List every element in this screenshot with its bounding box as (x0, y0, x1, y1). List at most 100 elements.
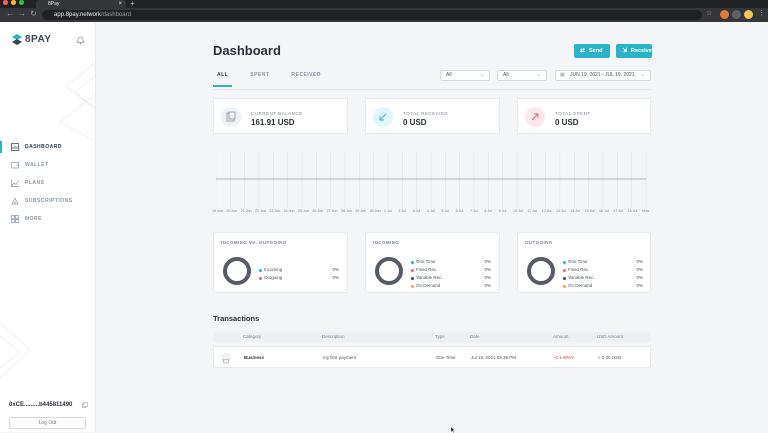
incoming-card: INCOMING One Time 0% Fixed Rec. 0% Variabl… (365, 232, 500, 293)
mouse-cursor-icon (451, 427, 456, 433)
send-button[interactable]: ⇄ Send (574, 44, 610, 58)
reload-icon[interactable]: ↻ (30, 9, 37, 18)
bell-icon[interactable] (76, 35, 85, 45)
tab-received[interactable]: RECEIVED (291, 72, 321, 78)
column-header[interactable]: USD Amount (597, 334, 624, 339)
receive-label: Receive (631, 48, 652, 54)
minimize-window-button[interactable] (11, 0, 16, 5)
legend-item-incoming: Incoming 0% (259, 266, 339, 274)
sidebar-item-label: SUBSCRIPTIONS (25, 198, 73, 204)
brand-name: 8PAY (25, 34, 52, 45)
incoming-vs-outgoing-card: INCOMING VS. OUTGOING Incoming 0% Outgoin… (213, 232, 348, 293)
column-header[interactable]: Category (243, 334, 262, 339)
filter-select-2-value: All (503, 72, 509, 78)
browser-menu-icon[interactable]: ⋮ (758, 10, 765, 17)
current-balance-label: CURRENT BALANCE (251, 111, 303, 116)
receive-icon: ⇲ (622, 48, 628, 54)
filter-select-2[interactable]: All ⌄ (497, 70, 547, 81)
legend-item-on-demand: On Demand 0% (563, 282, 643, 290)
subscriptions-icon (11, 197, 19, 205)
filter-tabs: ALL SPENT RECEIVED (213, 72, 325, 87)
column-header[interactable]: Type (435, 334, 445, 339)
table-row[interactable]: Business my first payment One Time Jul 1… (213, 346, 651, 368)
x-tick-label: 2 Jul (398, 209, 406, 213)
sidebar-item-more[interactable]: MORE (0, 210, 95, 228)
tx-amount: -0.1 8PAY (554, 355, 574, 360)
extensions-puzzle-icon[interactable] (732, 10, 741, 19)
profile-avatar[interactable] (744, 10, 753, 19)
tab-spent[interactable]: SPENT (250, 72, 270, 78)
address-bar[interactable]: app.8pay.network/dashboard (42, 10, 702, 20)
tab-close-icon[interactable]: × (118, 1, 122, 7)
x-tick-label: 4 Jul (427, 209, 435, 213)
x-tick-label: 16 Jul (599, 209, 609, 213)
total-spent-value: 0 USD (555, 118, 579, 127)
browser-tab[interactable]: 8Pay × (36, 0, 126, 8)
receive-button[interactable]: ⇲ Receive (616, 44, 652, 58)
x-tick-label: 6 Jul (455, 209, 464, 213)
main-content: Dashboard ⇄ Send ⇲ Receive ALL SPENT REC… (96, 22, 768, 432)
summary-legend: One Time 0% Fixed Rec. 0% Variable Rec. 0% … (563, 258, 643, 290)
x-tick-label: 11 Jul (527, 209, 537, 213)
extension-fox-icon[interactable] (720, 10, 729, 19)
send-icon: ⇄ (580, 48, 586, 54)
x-tick-label: 18 Jul (627, 209, 638, 213)
legend-item-variable-rec: Variable Rec. 0% (563, 274, 643, 282)
close-window-button[interactable] (3, 0, 8, 5)
legend-item-fixed-rec: Fixed Rec. 0% (563, 266, 643, 274)
sidebar-item-subscriptions[interactable]: SUBSCRIPTIONS (0, 192, 95, 210)
x-tick-label: 24 Jun (283, 209, 295, 213)
x-tick-label: 5 Jul (441, 209, 449, 213)
legend-item-outgoing: Outgoing 0% (259, 274, 339, 282)
x-tick-label: 9 Jul (498, 209, 507, 213)
bookmark-star-icon[interactable]: ☆ (706, 10, 713, 17)
x-tick-label: 23 Jun (269, 209, 281, 213)
sidebar-item-wallet[interactable]: WALLET (0, 156, 95, 174)
brand-mark-icon (12, 34, 22, 45)
x-tick-label: Now (642, 209, 650, 213)
date-range-value: JUN 19, 2021 - JUL 19, 2021 (570, 72, 635, 78)
chevron-down-icon: ⌄ (640, 72, 645, 78)
category-icon (221, 353, 231, 364)
x-tick-label: 30 Jun (369, 209, 381, 213)
brand-logo[interactable]: 8PAY (12, 34, 51, 45)
date-range-picker[interactable]: ▦ JUN 19, 2021 - JUL 19, 2021 ⌄ (555, 70, 651, 81)
x-tick-label: 25 Jun (298, 209, 309, 213)
maximize-window-button[interactable] (19, 0, 24, 5)
x-tick-label: 27 Jun (326, 209, 338, 213)
sidebar-item-dashboard[interactable]: DASHBOARD (0, 138, 95, 156)
logout-button[interactable]: Log Out (9, 417, 86, 429)
grid-icon (11, 215, 19, 223)
summary-title: OUTGOING (525, 240, 553, 245)
chart-icon (11, 143, 19, 151)
wallet-icon (11, 162, 19, 169)
sidebar: 8PAY DASHBOARD WALLET PLANS SUBSCRIPTION… (0, 22, 96, 432)
x-tick-label: 10 Jul (513, 209, 523, 213)
x-tick-label: 13 Jul (556, 209, 566, 213)
sidebar-item-plans[interactable]: PLANS (0, 174, 95, 192)
page-title: Dashboard (213, 43, 281, 58)
x-tick-label: 12 Jul (541, 209, 552, 213)
new-tab-button[interactable]: + (130, 0, 135, 8)
donut-chart (223, 257, 251, 285)
column-header[interactable]: Date (470, 334, 480, 339)
plans-icon (11, 179, 19, 187)
x-tick-label: 22 Jun (255, 209, 266, 213)
back-icon[interactable]: ← (6, 9, 14, 18)
x-tick-label: 8 Jul (484, 209, 492, 213)
column-header[interactable]: Description (322, 334, 345, 339)
copy-icon[interactable] (82, 402, 88, 408)
tabs-divider (213, 89, 651, 90)
filter-select-1[interactable]: All ⌄ (440, 70, 490, 81)
current-balance-card: CURRENT BALANCE 161.91 USD (213, 98, 348, 134)
transactions-title: Transactions (213, 314, 260, 323)
browser-chrome: 8Pay × + ← → ↻ app.8pay.network/dashboar… (0, 0, 768, 22)
x-tick-label: 26 Jun (312, 209, 324, 213)
forward-icon[interactable]: → (18, 9, 26, 18)
tab-all[interactable]: ALL (213, 72, 233, 87)
column-header[interactable]: Amount (553, 334, 569, 339)
url-path: /dashboard (100, 12, 131, 18)
legend-item-one-time: One Time 0% (563, 258, 643, 266)
activity-chart (216, 152, 647, 208)
donut-chart (375, 257, 403, 285)
